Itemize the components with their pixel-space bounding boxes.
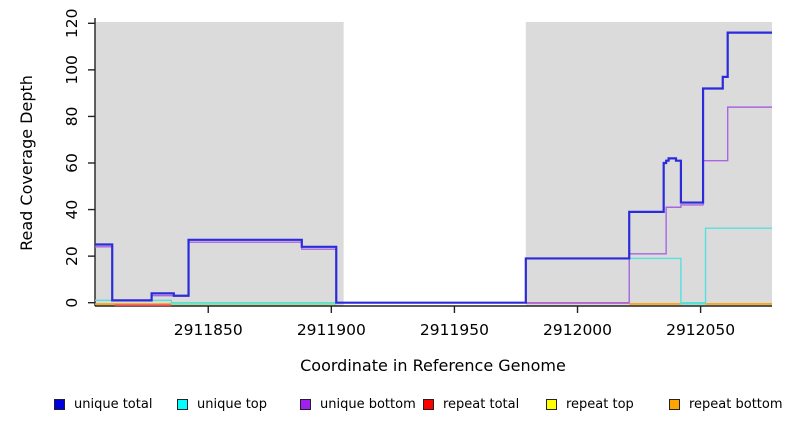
legend-label: unique top <box>197 397 268 412</box>
y-tick-label: 40 <box>63 200 81 220</box>
series-line-unique-top <box>95 227 772 304</box>
legend-label: repeat top <box>566 397 634 412</box>
x-tick-label: 2912000 <box>543 321 612 339</box>
legend-item: unique total <box>54 397 177 412</box>
y-tick-label: 0 <box>63 298 81 308</box>
legend-label: unique bottom <box>320 397 416 412</box>
series-lines <box>95 31 772 304</box>
y-tick-label: 100 <box>63 55 81 85</box>
x-tick-label: 2911850 <box>174 321 243 339</box>
legend: unique total unique top unique bottom repea… <box>54 397 792 412</box>
legend-item: repeat top <box>546 397 669 412</box>
y-tick-label: 120 <box>63 9 81 39</box>
plot-shading <box>95 22 772 306</box>
legend-label: repeat total <box>443 397 520 412</box>
legend-item: unique top <box>177 397 300 412</box>
legend-swatch-icon <box>423 399 434 410</box>
y-axis-title: Read Coverage Depth <box>17 75 36 251</box>
legend-swatch-icon <box>54 399 65 410</box>
x-axis-title: Coordinate in Reference Genome <box>300 356 566 375</box>
legend-swatch-icon <box>300 399 311 410</box>
x-tick-label: 2911900 <box>297 321 366 339</box>
legend-item: unique bottom <box>300 397 423 412</box>
legend-label: repeat bottom <box>689 397 783 412</box>
series-line-unique-total <box>95 31 772 304</box>
legend-item: repeat total <box>423 397 546 412</box>
legend-swatch-icon <box>546 399 557 410</box>
y-tick-label: 20 <box>63 246 81 266</box>
y-tick-label: 80 <box>63 107 81 127</box>
legend-swatch-icon <box>669 399 680 410</box>
legend-swatch-icon <box>177 399 188 410</box>
x-tick-label: 2911950 <box>420 321 489 339</box>
y-tick-label: 60 <box>63 153 81 173</box>
shaded-region <box>525 22 772 306</box>
shaded-region <box>95 22 344 306</box>
x-tick-label: 2912050 <box>666 321 735 339</box>
legend-item: repeat bottom <box>669 397 792 412</box>
legend-label: unique total <box>74 397 153 412</box>
axes: 2911850 2911900 2911950 2912000 2912050 0 20 40… <box>63 9 772 339</box>
